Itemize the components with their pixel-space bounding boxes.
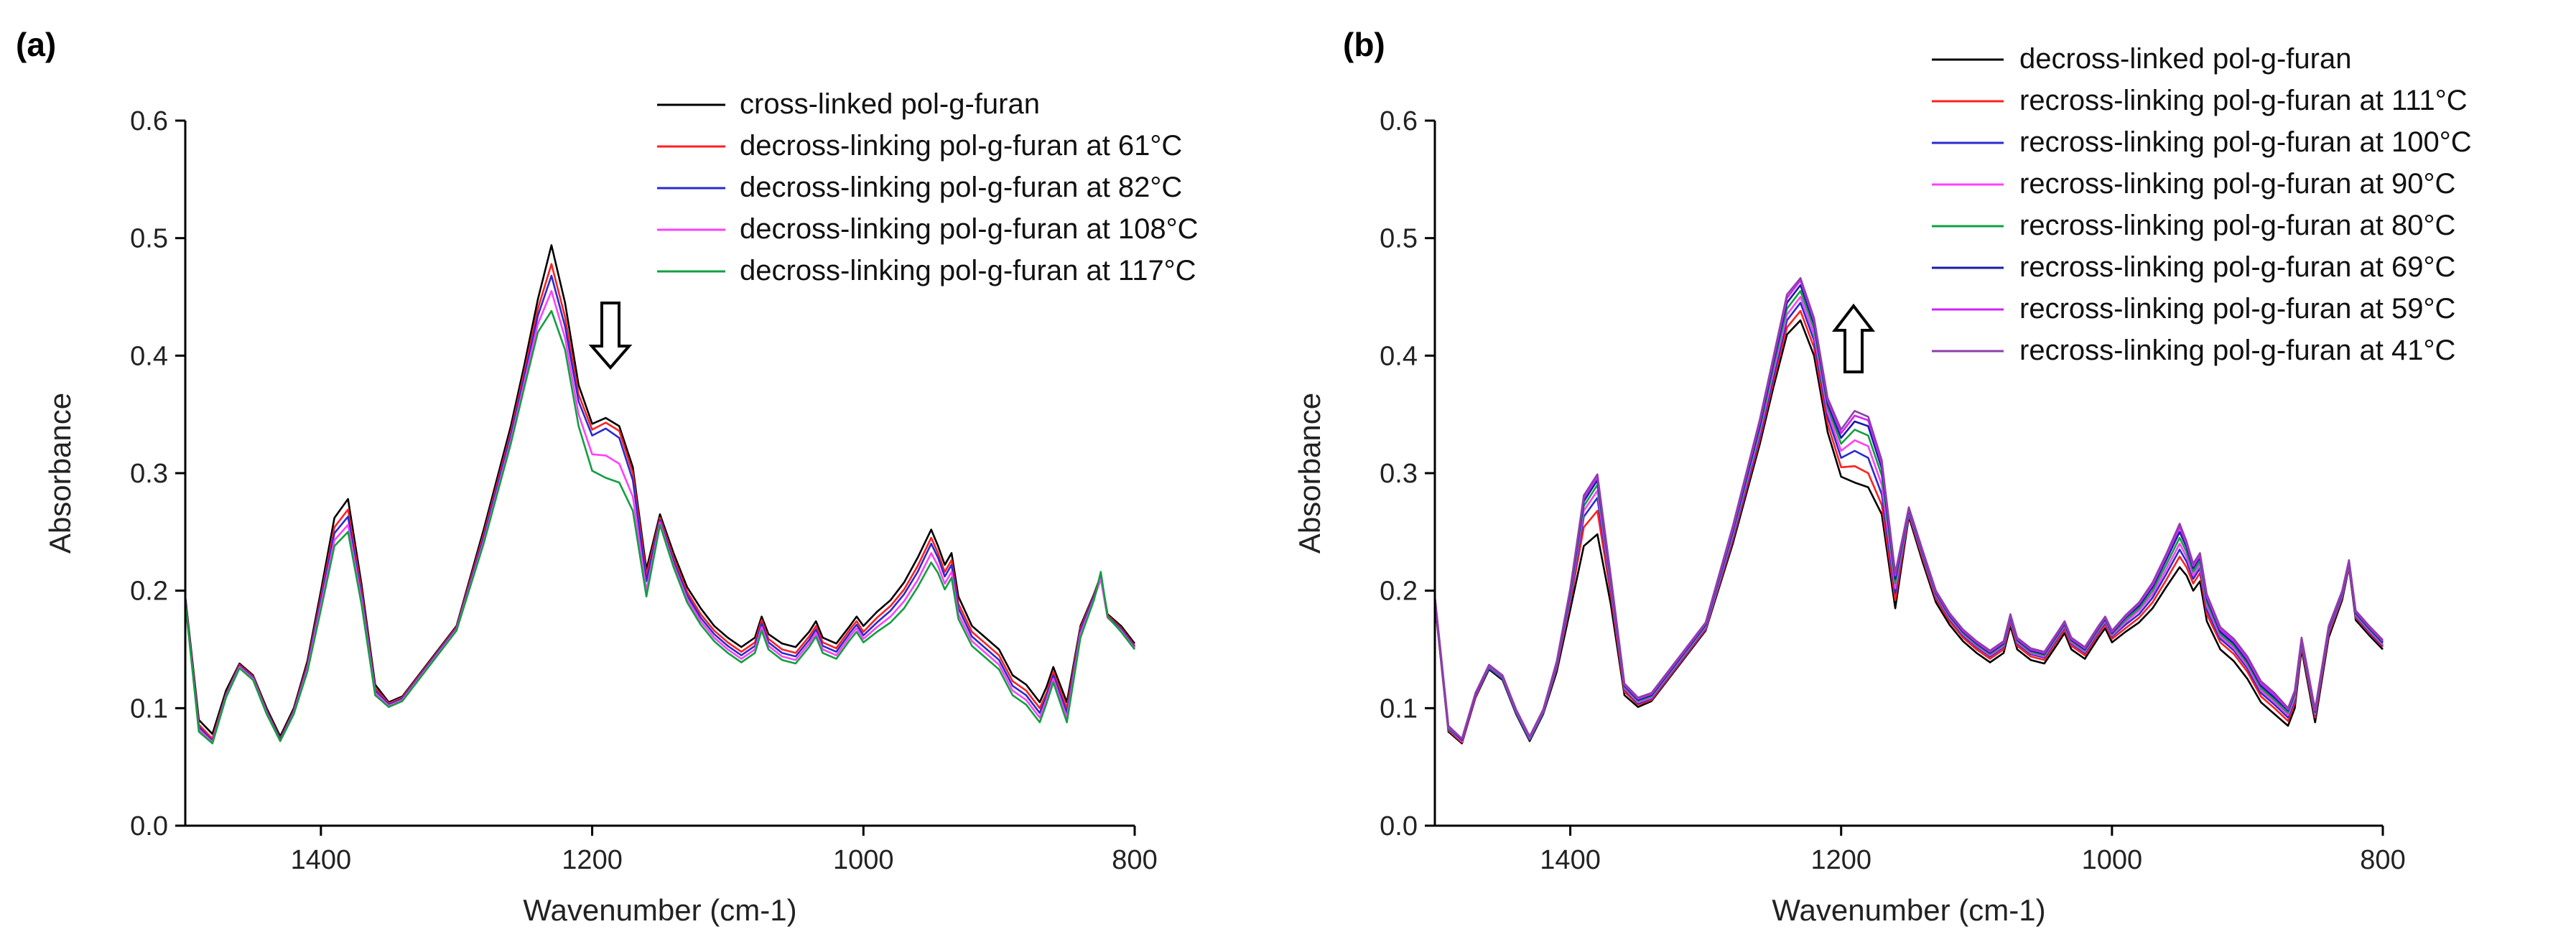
panel-b-label: (b): [1343, 26, 1385, 63]
panel-a-series-line-3: [184, 274, 1136, 742]
panel-a-y-axis-title: Absorbance: [43, 393, 77, 554]
panel-b-legend-label-8: recross-linking pol-g-furan at 41°C: [2019, 335, 2455, 366]
panel-a-legend-label-2: decross-linking pol-g-furan at 61°C: [740, 130, 1182, 162]
panel-a-x-axis-title: Wavenumber (cm-1): [523, 893, 796, 927]
panel-a-legend-label-3: decross-linking pol-g-furan at 82°C: [740, 172, 1182, 203]
panel-a-ytick-label: 0.3: [130, 459, 168, 489]
panel-b: (b) 0.0 0.1 0.2 0.3 0.4 0.5 0.6 1400 1200 1000 80…: [1293, 26, 2472, 927]
panel-a-xtick-label: 1400: [291, 845, 352, 875]
panel-b-xtick-label: 1000: [2082, 845, 2143, 875]
panel-b-legend-label-2: recross-linking pol-g-furan at 111°C: [2019, 85, 2468, 116]
panel-a-legend-label-4: decross-linking pol-g-furan at 108°C: [740, 213, 1199, 245]
panel-b-ytick-label: 0.1: [1380, 694, 1418, 724]
panel-a-xtick-label: 1200: [562, 845, 623, 875]
panel-b-y-axis-title: Absorbance: [1293, 393, 1326, 554]
panel-b-legend: decross-linked pol-g-furan recross-linkin…: [1932, 43, 2472, 366]
panel-b-ytick-label: 0.0: [1380, 811, 1418, 841]
panel-b-legend-label-1: decross-linked pol-g-furan: [2019, 43, 2351, 75]
panel-a-ytick-label: 0.2: [130, 577, 168, 607]
panel-b-ytick-label: 0.4: [1380, 341, 1418, 371]
panel-b-ytick-label: 0.5: [1380, 224, 1418, 254]
panel-a-x-ticks: 1400 1200 1000 800: [291, 826, 1158, 875]
panel-b-series-group: [1433, 277, 2384, 745]
panel-a-series-group: [184, 244, 1136, 745]
panel-a-xtick-label: 1000: [833, 845, 894, 875]
panel-b-xtick-label: 1200: [1810, 845, 1871, 875]
panel-a-legend-label-5: decross-linking pol-g-furan at 117°C: [740, 255, 1196, 286]
panel-b-xtick-label: 800: [2360, 845, 2405, 875]
panel-a-arrow-down-icon: [588, 302, 633, 370]
panel-b-ytick-label: 0.6: [1380, 106, 1418, 136]
panel-a-ytick-label: 0.5: [130, 224, 168, 254]
panel-a-y-ticks: 0.0 0.1 0.2 0.3 0.4 0.5 0.6: [130, 106, 185, 841]
panel-b-y-ticks: 0.0 0.1 0.2 0.3 0.4 0.5 0.6: [1380, 106, 1435, 841]
panel-a-ytick-label: 0.1: [130, 694, 168, 724]
panel-b-series-line-8: [1433, 277, 2384, 740]
panel-b-legend-label-6: recross-linking pol-g-furan at 69°C: [2019, 251, 2455, 283]
panel-b-x-axis-title: Wavenumber (cm-1): [1772, 893, 2045, 927]
panel-b-series-line-1: [1433, 319, 2384, 745]
panel-b-legend-label-5: recross-linking pol-g-furan at 80°C: [2019, 210, 2455, 241]
panel-a-ytick-label: 0.0: [130, 811, 168, 841]
panel-a-ytick-label: 0.4: [130, 341, 168, 371]
panel-b-series-line-2: [1433, 309, 2384, 744]
panel-a-series-line-1: [184, 244, 1136, 737]
panel-a-series-line-4: [184, 290, 1136, 744]
panel-a-xtick-label: 800: [1112, 845, 1157, 875]
panel-a-label: (a): [16, 26, 56, 63]
panel-a-series-line-2: [184, 263, 1136, 740]
panel-a-ytick-label: 0.6: [130, 106, 168, 136]
panel-b-ytick-label: 0.2: [1380, 577, 1418, 607]
panel-b-legend-label-3: recross-linking pol-g-furan at 100°C: [2019, 126, 2472, 158]
panel-b-xtick-label: 1400: [1540, 845, 1601, 875]
panel-b-x-ticks: 1400 1200 1000 800: [1540, 826, 2406, 875]
panel-b-legend-label-4: recross-linking pol-g-furan at 90°C: [2019, 168, 2455, 200]
panel-b-legend-label-7: recross-linking pol-g-furan at 59°C: [2019, 293, 2455, 325]
panel-a-legend-label-1: cross-linked pol-g-furan: [740, 88, 1040, 120]
panel-b-ytick-label: 0.3: [1380, 459, 1418, 489]
panel-a-legend: cross-linked pol-g-furan decross-linking …: [657, 88, 1199, 286]
panel-a: (a) 0.0 0.1 0.2 0.3 0.4 0.5 0.6 1400 1200 1000 80…: [16, 26, 1199, 927]
panel-b-arrow-up-icon: [1831, 303, 1876, 373]
panel-a-series-line-5: [184, 309, 1136, 745]
